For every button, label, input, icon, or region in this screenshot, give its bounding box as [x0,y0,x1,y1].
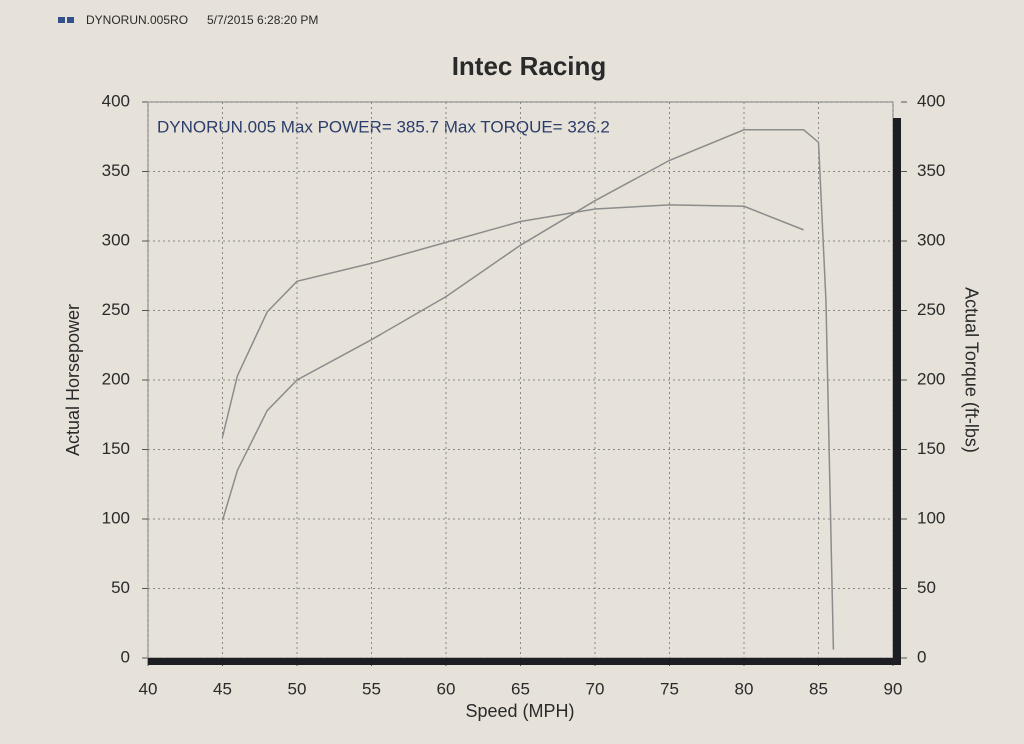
y2-tick-label: 150 [917,439,945,458]
y-tick-label: 0 [121,647,130,666]
y-tick-label: 100 [102,508,130,527]
x-axis-bar [148,658,901,665]
y2-tick-label: 250 [917,300,945,319]
y-tick-label: 350 [102,161,130,180]
y2-tick-label: 50 [917,578,936,597]
icon [67,17,74,23]
y-tick-label: 250 [102,300,130,319]
y2-tick-label: 350 [917,161,945,180]
y-tick-label: 150 [102,439,130,458]
x-tick-label: 75 [660,679,679,698]
y-tick-label: 400 [102,91,130,110]
y2-axis-bar [893,118,901,665]
x-tick-label: 70 [586,679,605,698]
x-tick-label: 80 [735,679,754,698]
y2-tick-label: 300 [917,230,945,249]
x-tick-label: 60 [437,679,456,698]
x-axis-label: Speed (MPH) [465,701,574,721]
x-tick-label: 55 [362,679,381,698]
x-tick-label: 85 [809,679,828,698]
y-tick-label: 200 [102,369,130,388]
x-tick-label: 45 [213,679,232,698]
annotation: DYNORUN.005 Max POWER= 385.7 Max TORQUE=… [157,117,610,136]
y-axis-label: Actual Horsepower [63,304,83,456]
y-tick-label: 50 [111,578,130,597]
x-tick-label: 50 [288,679,307,698]
x-tick-label: 90 [884,679,903,698]
chart-title: Intec Racing [452,51,607,81]
y-tick-label: 300 [102,230,130,249]
series-line [221,204,804,438]
header: DYNORUN.005RO [86,13,188,27]
timestamp: 5/7/2015 6:28:20 PM [207,13,318,27]
icon [58,17,65,23]
x-tick-label: 40 [139,679,158,698]
y2-axis-label: Actual Torque (ft-lbs) [961,287,981,453]
x-tick-label: 65 [511,679,530,698]
y2-tick-label: 0 [917,647,926,666]
y2-tick-label: 200 [917,369,945,388]
y2-tick-label: 100 [917,508,945,527]
series-line [221,129,835,650]
y2-tick-label: 400 [917,91,945,110]
